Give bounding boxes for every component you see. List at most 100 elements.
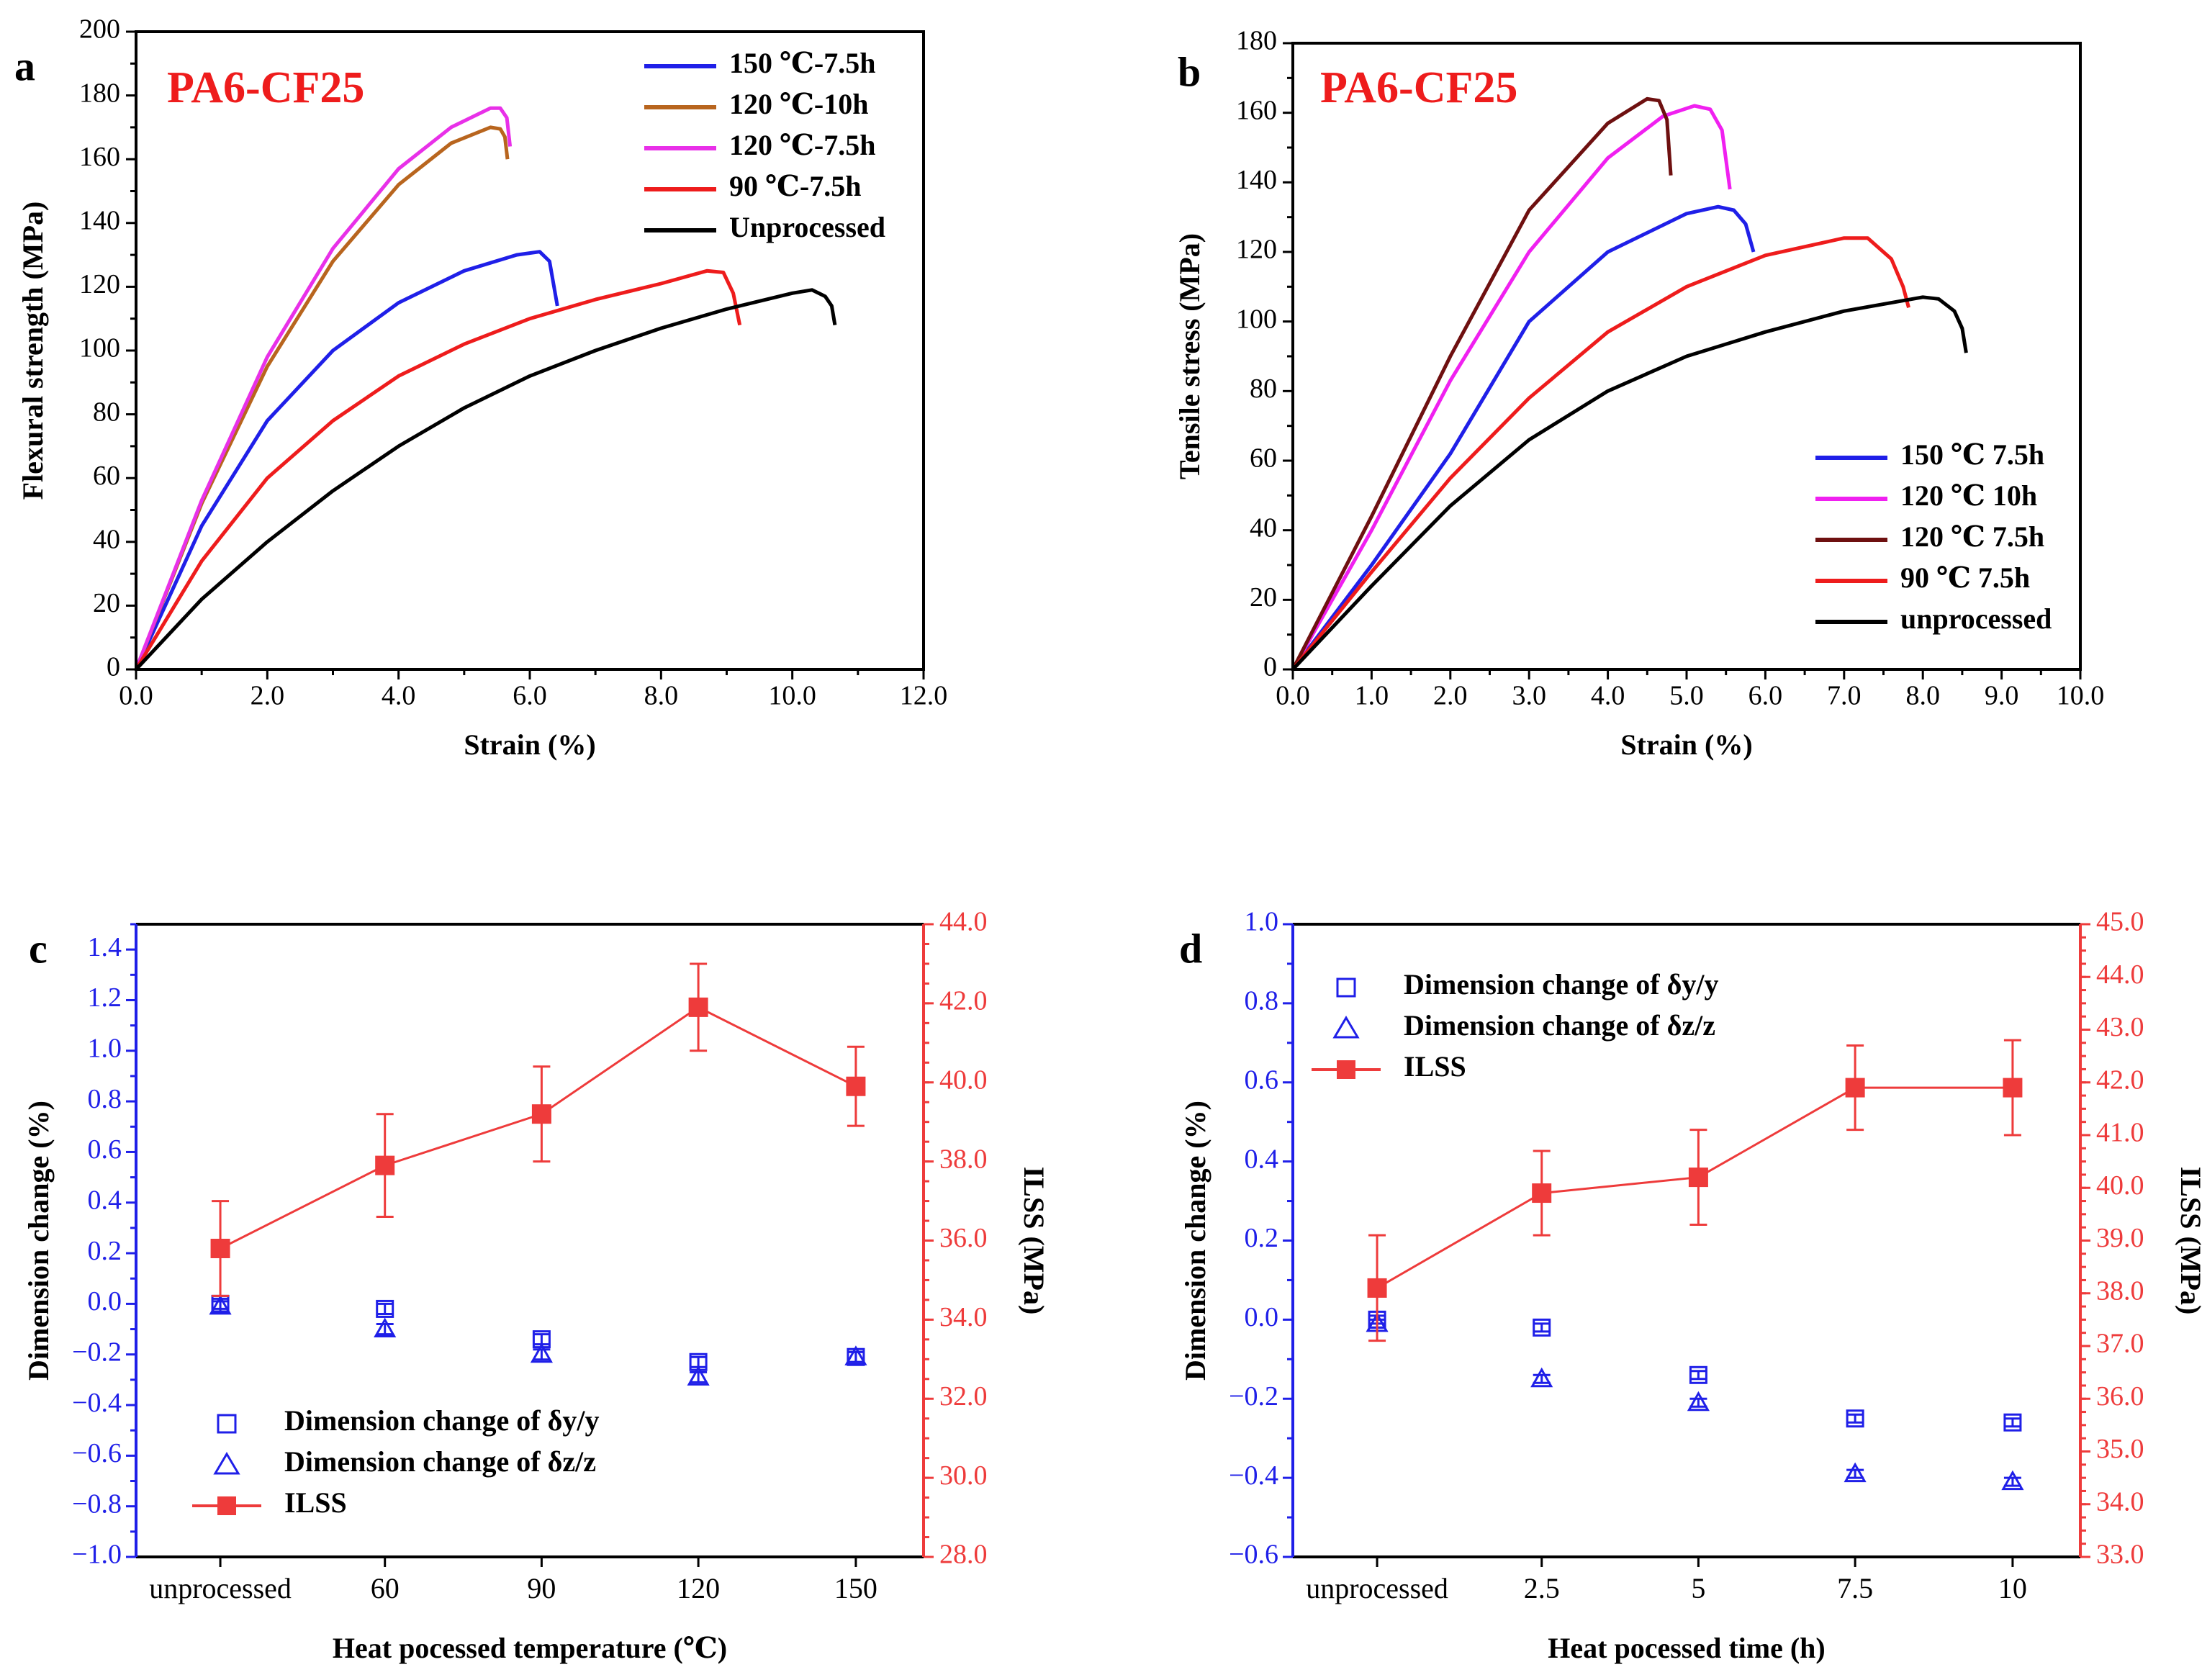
left-y-tick-label: 0.0 (88, 1286, 122, 1317)
point-triangle (374, 1317, 397, 1338)
right-y-tick-label: 42.0 (939, 986, 988, 1016)
x-tick-label: 4.0 (382, 680, 416, 710)
right-y-tick-label: 34.0 (2096, 1486, 2144, 1517)
ilss-line (220, 1006, 857, 1250)
point-triangle (687, 1365, 710, 1386)
legend-label-1: 150 ℃-7.5h (729, 47, 876, 79)
y-axis-title: Tensile stress (MPa) (1173, 233, 1206, 479)
x-tick-label: unprocessed (149, 1572, 292, 1604)
right-y-tick-label: 28.0 (939, 1540, 988, 1570)
x-tick-label: 150 (834, 1572, 877, 1604)
legend-label-1: 150 ℃ 7.5h (1900, 438, 2044, 471)
right-y-tick-label: 38.0 (2096, 1275, 2144, 1306)
legend-label-2: Dimension change of δz/z (1404, 1009, 1715, 1042)
y-tick-label: 0 (1263, 652, 1277, 682)
point-triangle (209, 1294, 232, 1315)
left-y-tick-label: −0.6 (1229, 1540, 1278, 1570)
curve-3 (134, 106, 513, 670)
chart-title: PA6-CF25 (1320, 63, 1517, 112)
legend-marker-2 (213, 1452, 240, 1475)
left-y-tick-label: 0.6 (1245, 1065, 1279, 1095)
x-tick-label: 5 (1691, 1572, 1705, 1604)
x-tick-label: 2.0 (1433, 680, 1468, 710)
legend-label-2: 120 ℃-10h (729, 88, 869, 120)
y-axis-title: Flexural strength (MPa) (17, 202, 49, 500)
legend-label-2: 120 ℃ 10h (1900, 479, 2037, 512)
y-tick-label: 180 (79, 78, 120, 108)
y-tick-label: 40 (1250, 512, 1277, 543)
y-tick-label: 20 (93, 588, 120, 618)
right-y-tick-label: 36.0 (939, 1223, 988, 1253)
point-square (2003, 1413, 2022, 1432)
right-y-tick-label: 45.0 (2096, 907, 2144, 937)
x-tick-label: 8.0 (1905, 680, 1940, 710)
x-tick-label: 60 (371, 1572, 400, 1604)
left-y-tick-label: 1.2 (88, 983, 122, 1013)
legend-label-1: Dimension change of δy/y (284, 1404, 599, 1437)
left-y-tick-label: 0.6 (88, 1134, 122, 1165)
x-tick-label: 6.0 (1748, 680, 1783, 710)
x-axis-title: Heat pocessed temperature (℃) (333, 1632, 727, 1664)
y-tick-label: 160 (1236, 95, 1277, 125)
legend-marker-1 (217, 1414, 237, 1434)
panel-c: c −1.0 −0.8 −0.6 −0.4 −0.2 0.0 0.2 0.4 0.6 0.8 1.0 1… (22, 907, 1050, 1664)
panel-label-d: d (1179, 926, 1202, 972)
legend-marker-3 (217, 1496, 236, 1515)
x-tick-label: 12.0 (900, 680, 948, 710)
right-y-tick-label: 32.0 (939, 1381, 988, 1412)
point-square (1533, 1318, 1551, 1337)
legend-label-2: Dimension change of δz/z (284, 1445, 596, 1478)
x-tick-label: 6.0 (513, 680, 547, 710)
left-y-tick-label: −0.2 (72, 1337, 122, 1367)
x-axis-title: Strain (%) (1620, 728, 1752, 761)
curve-5 (1291, 295, 1968, 671)
panel-label-b: b (1178, 49, 1201, 96)
point-square (376, 1299, 394, 1318)
point-filled-square (1367, 1278, 1387, 1298)
curve-5 (135, 288, 837, 671)
point-filled-square (1845, 1078, 1865, 1098)
right-y-tick-label: 41.0 (2096, 1118, 2144, 1148)
curve-3 (1291, 96, 1673, 671)
right-y-axis-title: ILSS (MPa) (1018, 1167, 1050, 1315)
x-axis-title: Heat pocessed time (h) (1548, 1632, 1825, 1664)
panel-a: a 0 20 40 60 80 100 120 140 160 180 200 0.0 2.0 4.0 6.0… (14, 14, 947, 761)
series-2 (1366, 1311, 2024, 1491)
y-tick-label: 60 (93, 461, 120, 491)
left-y-tick-label: 0.2 (88, 1236, 122, 1266)
x-tick-label: 90 (527, 1572, 556, 1604)
curve-1 (134, 250, 559, 671)
left-y-tick-label: −0.4 (72, 1388, 122, 1418)
point-filled-square (846, 1076, 866, 1096)
point-triangle (1687, 1391, 1710, 1412)
right-y-tick-label: 44.0 (939, 907, 988, 937)
right-y-tick-label: 30.0 (939, 1460, 988, 1491)
panel-label-a: a (14, 43, 35, 90)
point-filled-square (375, 1155, 395, 1175)
x-axis-title: Strain (%) (464, 728, 595, 761)
right-y-tick-label: 39.0 (2096, 1223, 2144, 1253)
left-y-tick-label: −0.4 (1229, 1460, 1278, 1491)
series-2 (209, 1294, 867, 1386)
y-tick-label: 60 (1250, 443, 1277, 474)
x-tick-label: 1.0 (1355, 680, 1389, 710)
right-y-tick-label: 38.0 (939, 1144, 988, 1174)
x-tick-label: 0.0 (119, 680, 153, 710)
legend-label-1: Dimension change of δy/y (1404, 968, 1718, 1001)
ilss-line (1376, 1086, 2013, 1289)
x-tick-label: 10 (1998, 1572, 2027, 1604)
legend-marker-3 (1337, 1060, 1355, 1079)
panel-label-c: c (29, 926, 48, 972)
x-tick-label: 2.0 (251, 680, 285, 710)
y-tick-label: 20 (1250, 582, 1277, 613)
y-tick-label: 100 (1236, 304, 1277, 334)
panel-b: b 0 20 40 60 80 100 120 140 160 180 0.0 1.0 2.0 3.0 4.0… (1173, 26, 2104, 761)
curve-4 (134, 268, 742, 671)
right-y-tick-label: 33.0 (2096, 1540, 2144, 1570)
legend-label-3: ILSS (1404, 1050, 1466, 1083)
right-y-tick-label: 37.0 (2096, 1329, 2144, 1359)
series-1 (1368, 1310, 2022, 1432)
x-tick-label: 9.0 (1985, 680, 2019, 710)
y-tick-label: 100 (79, 333, 120, 363)
